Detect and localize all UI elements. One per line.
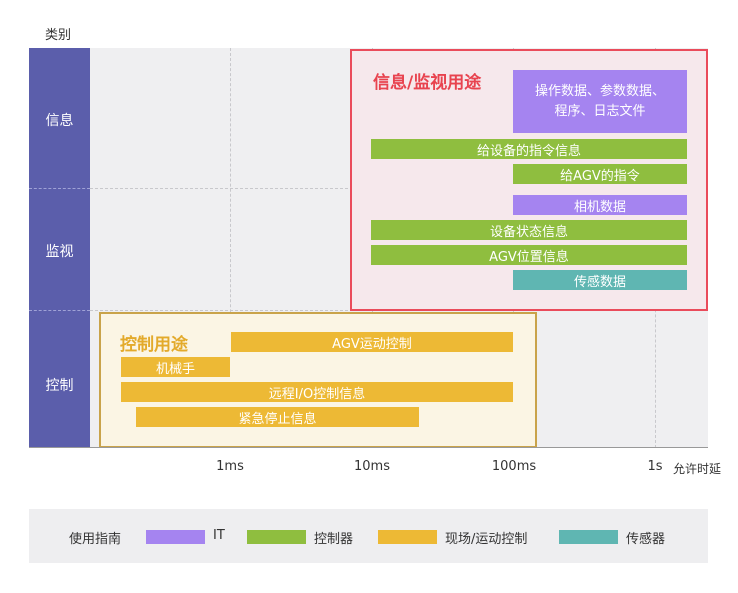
info-monitor-region-title: 信息/监视用途 (373, 73, 482, 93)
bar-agv-position: AGV位置信息 (371, 245, 687, 265)
x-axis-line (29, 447, 708, 448)
bar-agv-motion-control: AGV运动控制 (231, 332, 513, 352)
bar-device-status: 设备状态信息 (371, 220, 687, 240)
x-axis-label: 允许时延 (673, 462, 722, 476)
bar-operation-data-line2: 程序、日志文件 (554, 103, 646, 119)
row-label-monitor: 监视 (45, 244, 74, 260)
legend-swatch-controller (247, 530, 306, 544)
row-label-info: 信息 (45, 113, 74, 129)
category-sidebar: 信息 监视 控制 (29, 48, 90, 448)
legend-swatch-it (146, 530, 205, 544)
legend-label-sensor: 传感器 (626, 532, 666, 547)
sidebar-divider-2 (29, 310, 90, 311)
legend-swatch-field (378, 530, 437, 544)
bar-operation-data-line1: 操作数据、参数数据、 (534, 83, 665, 99)
legend-label-it: IT (213, 528, 225, 543)
control-region-title: 控制用途 (120, 335, 188, 355)
bar-remote-io: 远程I/O控制信息 (121, 382, 513, 402)
sidebar-divider-1 (29, 188, 90, 189)
bar-device-command: 给设备的指令信息 (371, 139, 687, 159)
legend-label-controller: 控制器 (314, 532, 354, 547)
tick-100ms: 100ms (491, 459, 537, 474)
tick-10ms: 10ms (354, 459, 390, 474)
tick-1ms: 1ms (216, 459, 244, 474)
legend-title: 使用指南 (69, 532, 122, 547)
tick-1s: 1s (647, 459, 663, 474)
legend-swatch-sensor (559, 530, 618, 544)
gridline-1ms (230, 48, 231, 448)
bar-operation-data: 操作数据、参数数据、 程序、日志文件 (513, 70, 687, 133)
bar-agv-command: 给AGV的指令 (513, 164, 687, 184)
row-label-control: 控制 (45, 378, 74, 394)
legend: 使用指南 IT 控制器 现场/运动控制 传感器 (29, 509, 708, 563)
legend-label-field: 现场/运动控制 (445, 532, 528, 547)
bar-camera-data: 相机数据 (513, 195, 687, 215)
bar-sensor-data: 传感数据 (513, 270, 687, 290)
bar-robot-arm: 机械手 (121, 357, 230, 377)
bar-emergency-stop: 紧急停止信息 (136, 407, 419, 427)
category-header: 类别 (45, 28, 72, 43)
